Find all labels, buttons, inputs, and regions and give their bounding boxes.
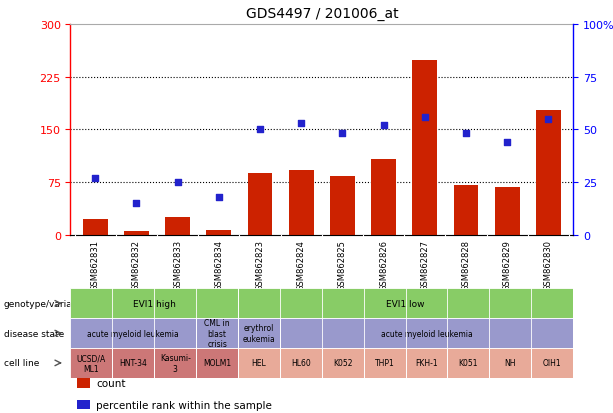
Title: GDS4497 / 201006_at: GDS4497 / 201006_at [246,7,398,21]
Bar [330,177,355,235]
Text: GSM862823: GSM862823 [256,239,265,290]
Text: HL60: HL60 [291,358,311,368]
Bar [70,289,238,318]
Text: CML in
blast
crisis: CML in blast crisis [204,318,230,348]
Bar [371,159,396,235]
Text: GSM862824: GSM862824 [297,239,306,290]
Bar [289,171,314,235]
Text: GSM862829: GSM862829 [503,239,512,290]
Text: FKH-1: FKH-1 [415,358,438,368]
Bar [124,232,149,235]
Bar [207,230,231,235]
Point [420,114,430,121]
Bar [196,318,238,348]
Text: GSM862833: GSM862833 [173,239,182,290]
Bar [322,348,364,378]
Text: NH: NH [504,358,516,368]
Point [132,200,142,207]
Text: HEL: HEL [251,358,267,368]
Bar [83,220,107,235]
Text: GSM862832: GSM862832 [132,239,141,290]
Text: GSM862830: GSM862830 [544,239,553,290]
Bar [196,348,238,378]
Text: GSM862831: GSM862831 [91,239,100,290]
Bar [536,110,561,235]
Text: GSM862827: GSM862827 [421,239,429,290]
Text: EVI1 low: EVI1 low [386,299,425,308]
Text: K052: K052 [333,358,352,368]
Text: percentile rank within the sample: percentile rank within the sample [96,400,272,410]
Text: GSM862825: GSM862825 [338,239,347,290]
Bar [166,218,190,235]
Bar [406,348,447,378]
Text: cell line: cell line [4,358,39,368]
Point [338,131,348,138]
Text: GSM862826: GSM862826 [379,239,388,290]
Bar [280,318,573,348]
Point [296,120,306,127]
Bar [70,318,196,348]
Text: OIH1: OIH1 [543,358,562,368]
Text: genotype/variation: genotype/variation [4,299,89,308]
Text: acute myeloid leukemia: acute myeloid leukemia [88,329,179,338]
Bar [248,173,272,235]
Text: K051: K051 [459,358,478,368]
Text: Kasumi-
3: Kasumi- 3 [160,354,191,373]
Bar [531,348,573,378]
Bar [364,348,406,378]
Bar [238,348,280,378]
Bar [70,348,112,378]
Point [379,122,389,129]
Text: GSM862834: GSM862834 [215,239,223,290]
Text: GSM862828: GSM862828 [462,239,471,290]
Bar [489,348,531,378]
Text: count: count [96,378,126,388]
Point [173,179,183,186]
Bar [280,348,322,378]
Point [214,194,224,200]
Text: THP1: THP1 [375,358,395,368]
Bar [112,348,154,378]
Point [502,139,512,146]
Bar [238,289,573,318]
Bar [454,186,478,235]
Bar [238,318,280,348]
Bar [77,378,90,388]
Text: EVI1 high: EVI1 high [133,299,176,308]
Bar [77,400,90,410]
Bar [447,348,489,378]
Text: MOLM1: MOLM1 [203,358,231,368]
Text: HNT-34: HNT-34 [120,358,147,368]
Point [544,116,554,123]
Point [255,127,265,133]
Text: erythrol
eukemia: erythrol eukemia [243,324,275,343]
Point [461,131,471,138]
Bar [413,61,437,235]
Bar [495,188,520,235]
Bar [154,348,196,378]
Point [90,175,100,182]
Text: acute myeloid leukemia: acute myeloid leukemia [381,329,473,338]
Text: UCSD/A
ML1: UCSD/A ML1 [77,354,106,373]
Text: disease state: disease state [4,329,64,338]
